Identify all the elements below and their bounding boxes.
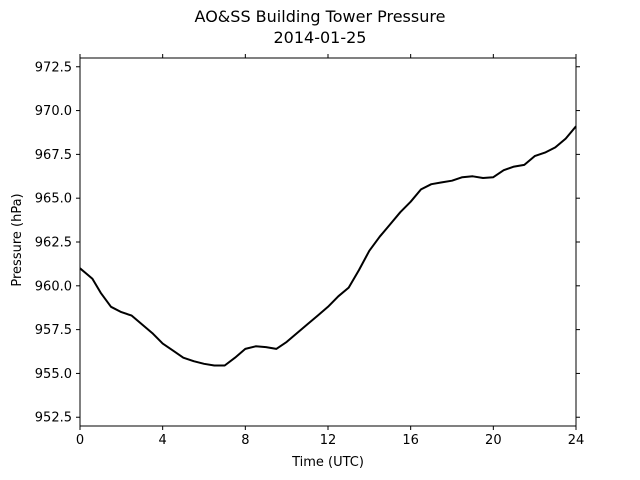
x-tick-label: 20: [485, 433, 502, 448]
y-tick-label: 957.5: [35, 323, 72, 338]
y-tick-label: 965.0: [35, 192, 72, 207]
y-tick-label: 952.5: [35, 411, 72, 426]
chart-subtitle: 2014-01-25: [273, 28, 367, 47]
x-tick-label: 8: [241, 433, 249, 448]
y-tick-label: 967.5: [35, 148, 72, 163]
y-tick-label: 970.0: [35, 104, 72, 119]
x-tick-label: 16: [402, 433, 419, 448]
x-axis-label: Time (UTC): [291, 455, 364, 470]
y-tick-label: 962.5: [35, 236, 72, 251]
x-axis-ticks: 0 4 8 12 16 20 24: [76, 54, 584, 448]
chart-title: AO&SS Building Tower Pressure: [194, 7, 446, 26]
y-tick-label: 972.5: [35, 60, 72, 75]
y-axis-label: Pressure (hPa): [10, 193, 25, 286]
pressure-series-line: [79, 125, 577, 367]
plot-area: [79, 57, 577, 427]
plot-frame: [79, 57, 577, 427]
x-tick-label: 24: [568, 433, 585, 448]
y-axis-ticks: 952.5 955.0 957.5 960.0 962.5 965.0 967.5 970.0…: [35, 60, 580, 426]
x-tick-label: 4: [159, 433, 167, 448]
y-tick-label: 960.0: [35, 279, 72, 294]
series-group: [79, 125, 577, 367]
y-tick-label: 955.0: [35, 367, 72, 382]
x-tick-label: 12: [320, 433, 337, 448]
x-tick-label: 0: [76, 433, 84, 448]
